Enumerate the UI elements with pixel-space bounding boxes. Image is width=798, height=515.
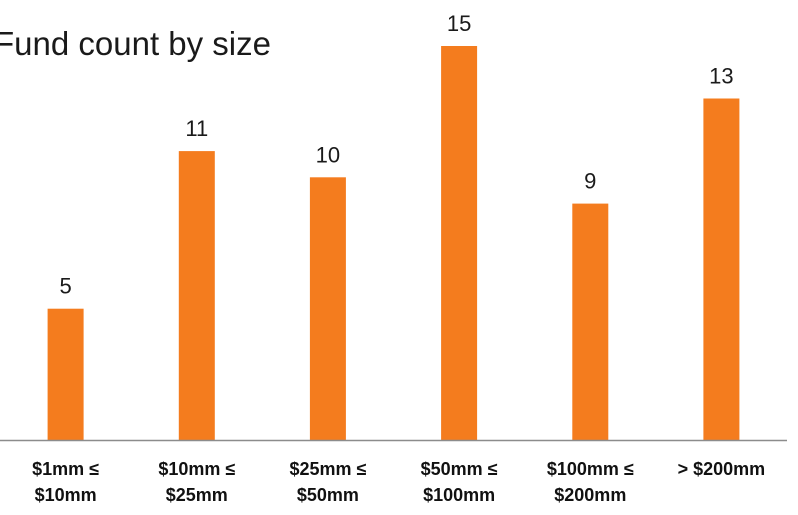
- data-label-5: 13: [709, 64, 733, 89]
- x-tick-label-0-line-1: $10mm: [35, 485, 97, 505]
- data-labels-group: 5 11 10 15 9 13: [59, 11, 733, 299]
- bar-1: [178, 151, 215, 440]
- x-tick-label-2-line-0: $25mm ≤: [289, 459, 366, 479]
- data-label-4: 9: [584, 169, 596, 194]
- data-label-3: 15: [447, 11, 471, 36]
- chart-title: Fund count by size: [0, 25, 271, 62]
- data-label-1: 11: [185, 116, 208, 141]
- x-tick-label-1-line-0: $10mm ≤: [158, 459, 235, 479]
- x-tick-label-3-line-1: $100mm: [423, 485, 495, 505]
- x-tick-label-2-line-1: $50mm: [297, 485, 359, 505]
- x-tick-label-0-line-0: $1mm ≤: [32, 459, 99, 479]
- bar-2: [309, 177, 346, 441]
- x-tick-label-5-line-0: > $200mm: [678, 459, 766, 479]
- x-tick-label-2: $25mm ≤ $50mm: [289, 459, 366, 505]
- x-tick-label-1: $10mm ≤ $25mm: [158, 459, 235, 505]
- bar-0: [47, 308, 84, 440]
- bar-4: [572, 203, 609, 440]
- x-tick-label-5: > $200mm: [678, 459, 766, 479]
- x-tick-labels-group: $1mm ≤ $10mm $10mm ≤ $25mm $25mm ≤ $50mm $50mm…: [32, 459, 765, 505]
- x-tick-label-0: $1mm ≤ $10mm: [32, 459, 99, 505]
- x-tick-label-4-line-1: $200mm: [554, 485, 626, 505]
- x-tick-label-1-line-1: $25mm: [166, 485, 228, 505]
- x-tick-label-3-line-0: $50mm ≤: [421, 459, 498, 479]
- bar-3: [441, 46, 478, 440]
- x-tick-label-3: $50mm ≤ $100mm: [421, 459, 498, 505]
- bars-group: [47, 46, 740, 441]
- data-label-2: 10: [316, 142, 340, 167]
- bar-5: [703, 98, 740, 440]
- data-label-0: 5: [59, 274, 71, 299]
- x-tick-label-4-line-0: $100mm ≤: [547, 459, 634, 479]
- x-tick-label-4: $100mm ≤ $200mm: [547, 459, 634, 505]
